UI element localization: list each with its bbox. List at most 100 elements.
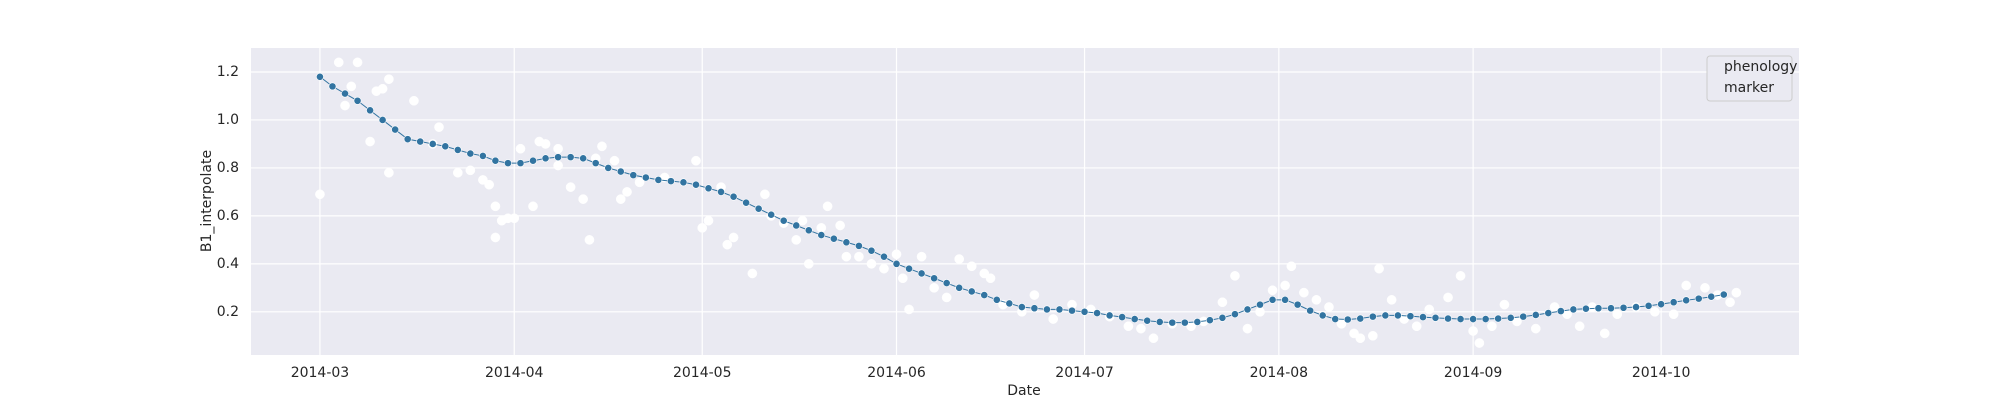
line-marker	[817, 231, 826, 239]
line-marker	[566, 153, 575, 162]
line-marker	[641, 173, 650, 182]
line-marker	[1205, 316, 1214, 325]
line-marker	[466, 149, 475, 158]
scatter-point	[1725, 297, 1735, 308]
y-axis-label: B1_interpolate	[199, 150, 215, 252]
line-marker	[692, 180, 700, 189]
line-marker	[1318, 311, 1327, 320]
line-marker	[1030, 304, 1039, 313]
scatter-point	[1286, 261, 1297, 272]
line-marker	[980, 291, 989, 299]
line-marker	[1068, 306, 1076, 315]
x-tick-label: 2014-05	[673, 365, 732, 381]
scatter-point	[1048, 314, 1059, 324]
line-marker	[1569, 305, 1578, 314]
line-marker	[1481, 315, 1490, 323]
scatter-point	[797, 215, 808, 226]
scatter-point	[515, 143, 526, 154]
line-marker	[491, 156, 500, 165]
line-marker	[1093, 309, 1101, 317]
line-marker	[729, 192, 738, 201]
scatter-point	[1443, 292, 1453, 303]
scatter-point	[1217, 297, 1228, 308]
scatter-point	[622, 187, 632, 197]
scatter-point	[1186, 321, 1196, 332]
line-marker	[804, 226, 813, 235]
scatter-point	[346, 81, 357, 92]
scatter-point	[916, 251, 927, 262]
scatter-point	[1324, 302, 1334, 312]
line-marker	[855, 241, 863, 250]
line-marker	[917, 269, 926, 278]
line-marker	[1231, 310, 1239, 319]
line-marker	[1080, 307, 1089, 316]
line-marker	[378, 116, 387, 124]
line-marker	[1719, 290, 1728, 299]
scatter-point	[365, 136, 375, 147]
line-marker	[654, 176, 663, 184]
line-marker	[328, 82, 337, 91]
line-marker	[942, 279, 951, 287]
scatter-point	[484, 179, 495, 190]
line-marker	[955, 283, 964, 292]
scatter-point	[1355, 333, 1366, 344]
x-tick-label: 2014-09	[1444, 365, 1503, 381]
line-marker	[1256, 300, 1264, 309]
scatter-point	[1411, 321, 1422, 332]
line-marker	[554, 153, 562, 162]
scatter-point	[879, 263, 889, 274]
scatter-point	[722, 239, 733, 250]
x-tick-label: 2014-03	[291, 365, 350, 381]
y-tick-label: 0.6	[217, 208, 239, 224]
line-marker	[616, 167, 625, 176]
scatter-point	[941, 292, 952, 303]
scatter-point	[528, 201, 538, 212]
line-marker	[1406, 312, 1415, 321]
scatter-point	[540, 139, 551, 149]
scatter-point	[1468, 326, 1478, 336]
line-marker	[1105, 311, 1114, 320]
scatter-point	[1136, 323, 1146, 334]
scatter-point	[1029, 290, 1040, 300]
line-marker	[579, 154, 588, 163]
legend-box	[1706, 55, 1793, 102]
scatter-point	[985, 273, 996, 284]
scatter-point	[384, 74, 394, 85]
line-marker	[1669, 298, 1678, 307]
scatter-point	[553, 143, 563, 154]
line-marker	[679, 178, 688, 187]
line-marker	[403, 135, 412, 144]
line-marker	[930, 274, 939, 283]
line-marker	[1281, 295, 1289, 304]
scatter-point	[352, 57, 363, 68]
line-marker	[880, 252, 888, 261]
line-marker	[591, 159, 600, 168]
line-marker	[1657, 300, 1666, 309]
line-marker	[1368, 312, 1377, 321]
scatter-point	[434, 122, 444, 132]
line-marker	[1193, 318, 1202, 326]
scatter-point	[1374, 263, 1384, 274]
line-marker	[1268, 295, 1277, 304]
line-marker	[1143, 316, 1152, 325]
scatter-point	[565, 182, 576, 192]
line-marker	[416, 137, 425, 146]
line-marker	[1017, 303, 1026, 311]
line-marker	[529, 156, 537, 165]
line-marker	[1531, 311, 1540, 319]
scatter-point	[816, 223, 827, 233]
line-marker	[1594, 304, 1603, 313]
x-axis-label: Date	[1007, 383, 1040, 399]
line-marker	[754, 204, 763, 213]
line-marker	[1293, 300, 1302, 309]
scatter-point	[384, 167, 394, 178]
line-marker	[717, 188, 725, 196]
line-marker	[704, 184, 713, 193]
line-marker	[1469, 315, 1478, 323]
line-marker	[1381, 311, 1390, 320]
scatter-point	[703, 215, 714, 226]
line-marker	[1243, 305, 1252, 314]
line-marker	[1607, 304, 1615, 313]
line-marker	[1494, 314, 1503, 323]
scatter-point	[1148, 333, 1159, 344]
